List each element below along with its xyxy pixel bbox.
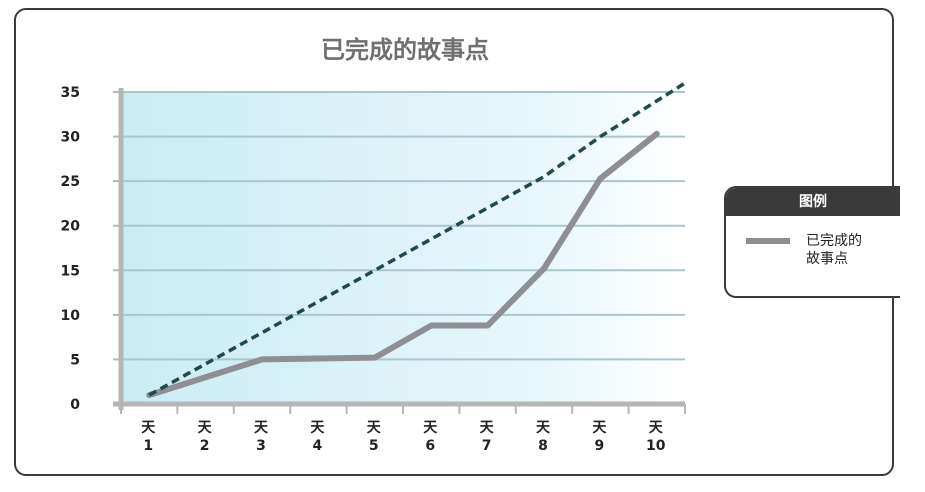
legend: 图例 已完成的故事点 — [724, 186, 900, 298]
completed-points-line — [146, 130, 660, 399]
ideal-trend-line — [148, 81, 686, 397]
legend-swatch — [746, 238, 790, 244]
y-tick-label: 15 — [61, 263, 80, 279]
y-tick-label: 35 — [61, 85, 80, 101]
y-tick-label: 10 — [61, 308, 81, 324]
legend-label: 已完成的故事点 — [806, 233, 862, 267]
y-tick-label: 25 — [61, 174, 80, 190]
y-tick-label: 0 — [70, 397, 80, 413]
x-tick-label: 天 10 — [646, 420, 666, 454]
chart-title: 已完成的故事点 — [321, 36, 489, 64]
legend-title: 图例 — [726, 188, 900, 216]
y-tick-label: 5 — [70, 352, 80, 368]
plot-area — [121, 92, 685, 404]
y-tick-label: 30 — [61, 130, 81, 146]
y-tick-label: 20 — [61, 219, 81, 235]
